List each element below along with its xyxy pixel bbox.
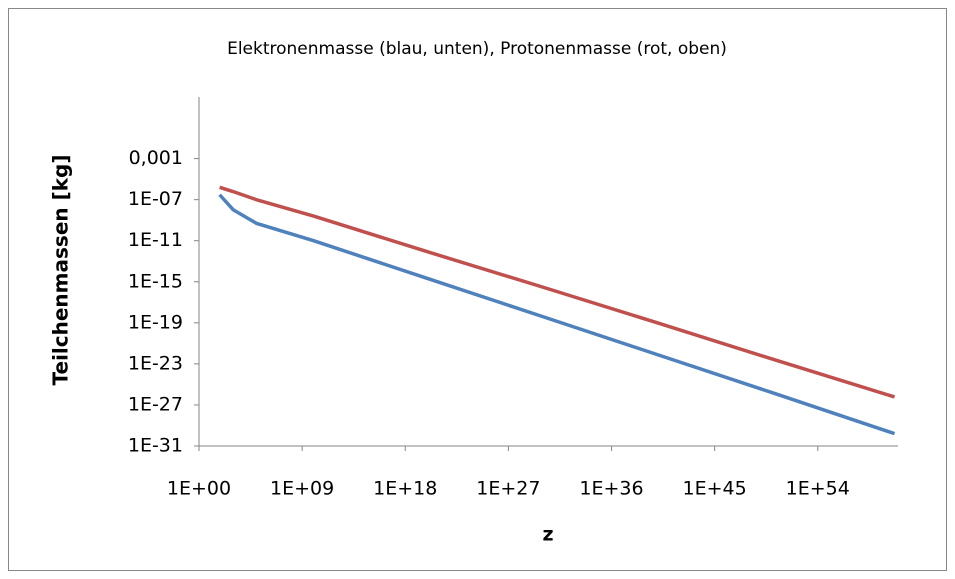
x-tick-label: 1E+00	[167, 478, 231, 500]
y-tick-label: 1E-19	[128, 311, 183, 333]
y-tick-label: 1E-15	[128, 270, 183, 292]
x-tick-label: 1E+18	[373, 478, 437, 500]
chart-title: Elektronenmasse (blau, unten), Protonenm…	[227, 39, 727, 59]
x-tick-label: 1E+27	[476, 478, 540, 500]
x-tick-label: 1E+45	[683, 478, 747, 500]
x-tick-label: 1E+36	[579, 478, 643, 500]
y-tick-label: 1E-11	[128, 229, 183, 251]
y-tick-label: 1E-31	[128, 435, 183, 457]
y-tick-label: 0,001	[129, 147, 183, 169]
series-line	[219, 185, 896, 399]
x-axis-title: z	[542, 524, 553, 546]
x-tick-label: 1E+54	[786, 478, 850, 500]
x-tick-label: 1E+09	[270, 478, 334, 500]
y-tick-label: 1E-23	[128, 352, 183, 374]
y-axis-title: Teilchenmassen [kg]	[49, 155, 73, 386]
series-line	[218, 193, 896, 436]
chart-border	[8, 8, 947, 571]
y-tick-label: 1E-07	[128, 188, 183, 210]
y-tick-label: 1E-27	[128, 393, 183, 415]
